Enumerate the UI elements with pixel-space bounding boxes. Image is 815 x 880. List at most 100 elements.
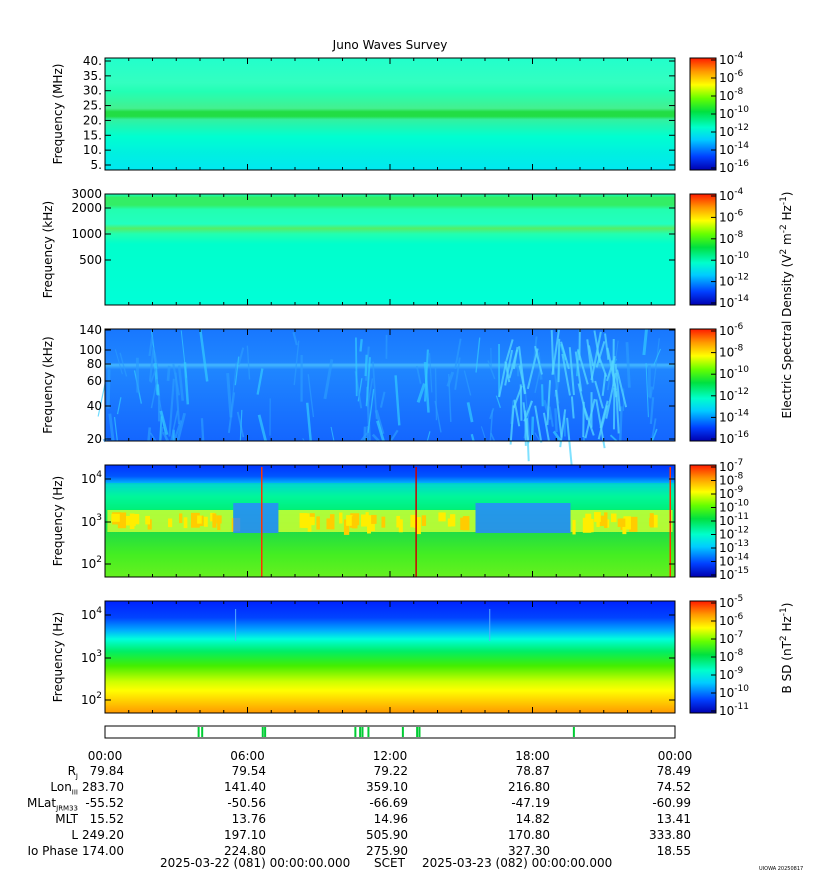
emission-streak: [366, 378, 374, 408]
emission-blob: [190, 512, 200, 528]
emission-streak: [150, 368, 157, 383]
emission-blob: [147, 519, 152, 530]
emission-blob: [326, 518, 331, 530]
mode-bar-event: [418, 727, 421, 737]
emission-streak: [526, 348, 539, 390]
emission-streak: [234, 356, 240, 386]
emission-blob: [346, 515, 353, 526]
y-tick-label: 20: [87, 432, 102, 446]
ephemeris-value: 333.80: [649, 828, 691, 842]
colorbar-tick-label: 10-4: [719, 51, 744, 67]
emission-blob: [598, 515, 605, 527]
emission-blob: [447, 518, 452, 527]
emission-streak: [593, 330, 601, 364]
emission-streak: [454, 338, 462, 370]
emission-streak: [256, 368, 264, 395]
colorbar-tick-label: 10-10: [719, 684, 749, 700]
colorbar-tick-label: 10-4: [719, 187, 744, 203]
footer-scet-label: SCET: [374, 856, 405, 870]
colorbar-tick-label: 10-5: [719, 594, 743, 610]
ephemeris-value: 13.76: [231, 812, 266, 826]
emission-streak: [226, 372, 233, 418]
emission-streak: [246, 345, 251, 380]
emission-streak: [604, 333, 610, 360]
panel-5: 104 103 102 Frequency (Hz) 10-5 10-6 10-7 10-8 1…: [51, 594, 749, 718]
emission-streak: [365, 357, 371, 407]
ephemeris-row: Io Phase 174.00 224.80 275.90 327.30 18.55: [0, 844, 815, 860]
colorbar-tick-label: 10-10: [719, 105, 749, 121]
y-axis-label: Frequency (kHz): [41, 336, 55, 433]
emission-streak: [113, 416, 118, 442]
emission-streak: [355, 337, 358, 397]
emission-streak: [504, 349, 514, 386]
colorbar-tick-label: 10-13: [719, 539, 749, 555]
emission-streak: [609, 434, 618, 442]
emission-streak: [577, 383, 589, 421]
emission-blob: [367, 519, 371, 534]
emission-streak: [200, 418, 205, 442]
emission-streak: [159, 410, 169, 436]
colorbar-tick-label: 10-7: [719, 630, 743, 646]
emission-blob: [605, 519, 610, 528]
emission-blob: [212, 513, 217, 528]
ephemeris-value: 216.80: [508, 780, 550, 794]
magnetic-density-label: B SD (nT2 Hz-1): [779, 603, 794, 694]
emission-streak: [487, 360, 496, 380]
y-tick-label: 30.: [83, 84, 102, 98]
emission-streak: [625, 342, 631, 388]
x-tick-label: 00:00: [658, 749, 693, 763]
ephemeris-label: Io Phase: [27, 844, 78, 858]
emission-streak: [594, 380, 604, 409]
emission-streak: [323, 359, 334, 400]
emission-streak: [423, 349, 429, 402]
emission-streak: [183, 362, 190, 405]
emission-blob: [450, 514, 456, 527]
y-tick-label: 140: [79, 323, 102, 337]
mode-bar-event: [572, 727, 575, 737]
colorbar-tick-label: 10-8: [719, 230, 744, 246]
y-tick-label: 104: [81, 470, 102, 486]
ephemeris-label: RJ: [67, 764, 78, 781]
y-axis-label: Frequency (MHz): [51, 64, 65, 165]
emission-blob: [179, 513, 183, 524]
emission-streak: [595, 341, 606, 368]
quiet-gap: [475, 503, 571, 533]
emission-blob: [649, 513, 654, 528]
colorbar-tick-label: 10-11: [719, 702, 749, 718]
emission-blob: [617, 518, 626, 527]
emission-streak: [606, 355, 616, 382]
emission-streak: [554, 408, 558, 433]
emission-streak: [584, 398, 596, 439]
ephemeris-value: -50.56: [227, 796, 266, 810]
y-tick-label: 80: [87, 357, 102, 371]
emission-streak: [176, 412, 186, 441]
emission-streak: [649, 397, 655, 425]
emission-streak: [554, 389, 563, 438]
emission-streak: [652, 338, 660, 390]
emission-blob: [582, 517, 592, 533]
emission-streak: [170, 410, 179, 442]
ephemeris-value: 79.22: [373, 764, 408, 778]
emission-streak: [512, 385, 523, 409]
emission-streak: [239, 409, 243, 442]
ephemeris-value: -66.69: [369, 796, 408, 810]
ephemeris-value: 74.52: [656, 780, 691, 794]
emission-streak: [374, 409, 385, 435]
emission-streak: [106, 369, 111, 409]
mode-bar-event: [367, 727, 370, 737]
x-tick-label: 00:00: [88, 749, 123, 763]
emission-streak: [649, 386, 654, 399]
emission-streak: [642, 329, 648, 356]
y-tick-label: 102: [81, 691, 102, 707]
emission-streak: [574, 351, 583, 392]
y-tick-label: 3000: [71, 187, 102, 201]
emission-streak: [150, 378, 158, 409]
emission-streak: [560, 341, 570, 370]
ephemeris-value: 13.41: [656, 812, 691, 826]
emission-streak: [534, 345, 543, 375]
emission-blob: [117, 512, 127, 529]
emission-streak: [524, 410, 527, 446]
emission-blob: [421, 515, 427, 526]
emission-streak: [650, 418, 657, 442]
